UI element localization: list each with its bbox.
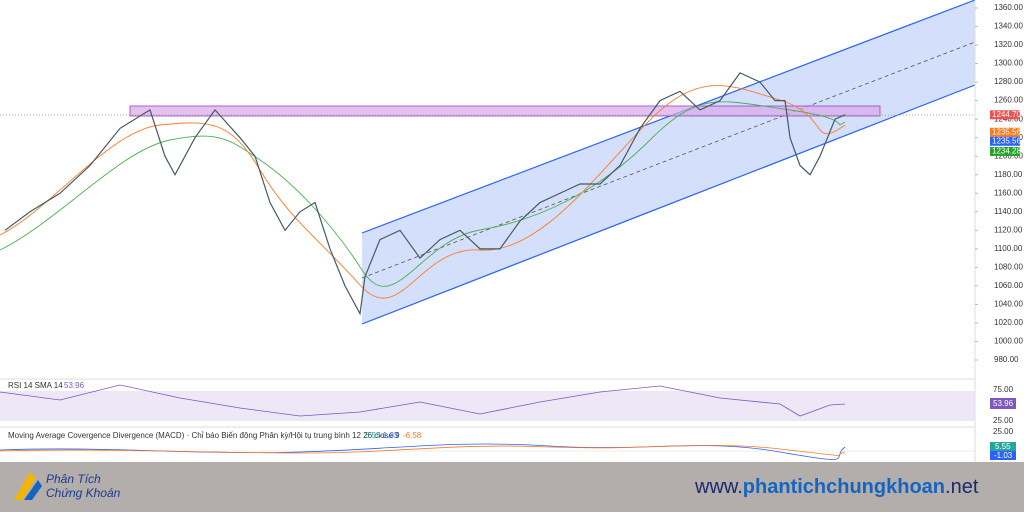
footer: [0, 462, 1024, 512]
trend-channel: [362, 0, 975, 324]
macd-tag: [990, 442, 1016, 451]
y-tick-label: 1060.00: [994, 281, 1023, 290]
rsi-tag: [990, 398, 1016, 409]
rsi-tick-label: 75.00: [993, 385, 1014, 394]
rsi-value: 53.96: [64, 381, 85, 390]
y-tick-label: 1140.00: [994, 207, 1023, 216]
price-tag-label: 1234.28: [992, 147, 1021, 156]
rsi-line: [0, 384, 846, 417]
resistance-zone: [129, 105, 881, 117]
rsi-tick-label: 25.00: [993, 416, 1014, 425]
y-tick-label: 980.00: [994, 355, 1019, 364]
y-tick-label: 1280.00: [994, 77, 1023, 86]
macd-tag-label: 5.55: [995, 442, 1011, 451]
url-part: phantichchungkhoan: [743, 476, 945, 498]
logo: [24, 480, 42, 500]
y-tick-label: 1000.00: [994, 337, 1023, 346]
price-tag-label: 1244.70: [992, 110, 1021, 119]
macd-legend-value: -1.03: [380, 431, 399, 440]
y-tick-label: 1100.00: [994, 244, 1023, 253]
macd-line: [0, 443, 846, 460]
rsi-title: RSI 14 SMA 14: [8, 381, 63, 390]
y-tick-label: 1360.00: [994, 3, 1023, 12]
price-tag-label: 1235.56: [992, 136, 1021, 145]
price-tag-label: 1235.56: [992, 127, 1021, 136]
ma-slow: [0, 101, 846, 287]
y-tick-label: 1120.00: [994, 225, 1023, 234]
y-tick-label: 1300.00: [994, 59, 1023, 68]
y-tick-label: 1040.00: [994, 300, 1023, 309]
y-tick-label: 1320.00: [994, 40, 1023, 49]
y-tick-label: 1160.00: [994, 188, 1023, 197]
price-line: [4, 72, 846, 316]
macd-title: Moving Average Covergence Divergence (MA…: [8, 431, 400, 440]
channel-line: [361, 84, 976, 325]
rsi-band: [0, 391, 975, 421]
url-part: .net: [945, 476, 979, 498]
price-tag: [990, 110, 1020, 120]
y-tick-label: 1020.00: [994, 318, 1023, 327]
url: www.phantichchungkhoan.net: [694, 476, 979, 498]
y-tick-label: 1080.00: [994, 262, 1023, 271]
signal-line: [0, 444, 846, 456]
channel-line: [361, 0, 976, 234]
price-tag: [990, 146, 1020, 156]
logo: [14, 472, 36, 500]
price-tag: [990, 127, 1020, 137]
ma-fast: [0, 85, 846, 299]
y-tick-label: 1260.00: [994, 96, 1023, 105]
url-part: www.: [694, 476, 743, 498]
macd-tick-label: 25.00: [993, 427, 1014, 436]
price-tag: [990, 136, 1020, 146]
y-tick-label: 1180.00: [994, 170, 1023, 179]
channel-mid: [361, 41, 976, 279]
brand: Phân Tích: [46, 472, 101, 486]
macd-legend-value: 5.55: [365, 431, 381, 440]
macd-legend-value: -6.58: [403, 431, 422, 440]
y-tick-label: 1340.00: [994, 22, 1023, 31]
brand: Chứng Khoán: [46, 486, 121, 500]
rsi-tag-label: 53.96: [993, 399, 1014, 408]
macd-tag: [990, 451, 1016, 460]
macd-tag-label: -1.03: [994, 451, 1013, 460]
